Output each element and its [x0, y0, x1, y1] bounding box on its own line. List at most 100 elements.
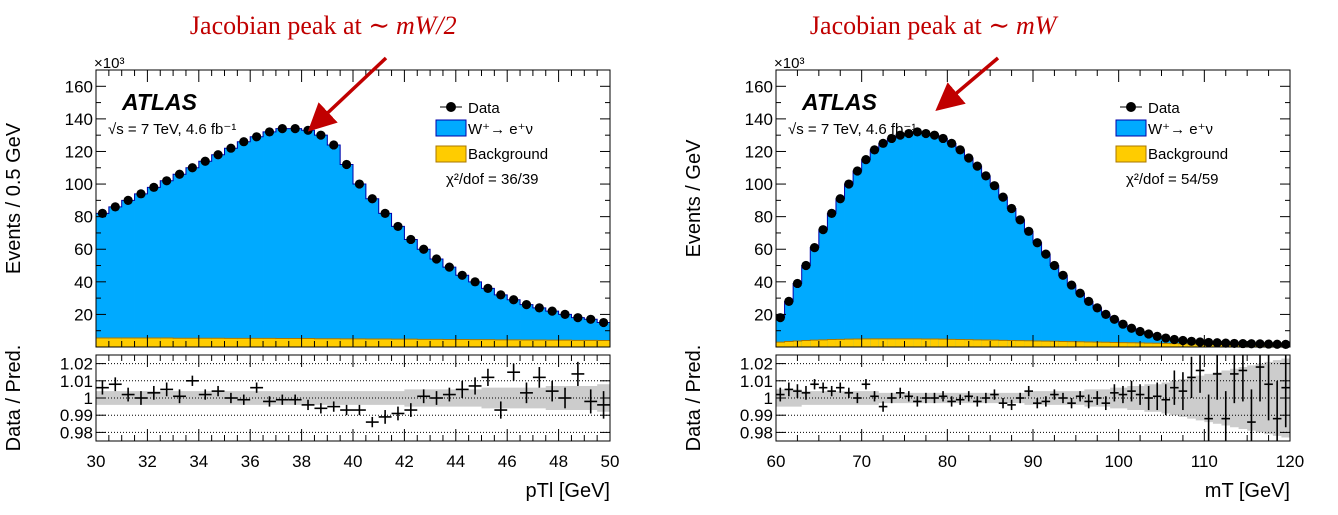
- ratio-point: [198, 389, 212, 400]
- legend-signal-swatch: [1115, 119, 1147, 137]
- y-tick-label: 40: [74, 273, 93, 292]
- ratio-point: [1144, 385, 1153, 411]
- signal-bar: [964, 157, 974, 347]
- x-axis-label: pTl [GeV]: [526, 480, 610, 502]
- data-point: [1178, 335, 1188, 346]
- uncertainty-band: [96, 384, 610, 412]
- data-point: [252, 132, 262, 142]
- signal-bar: [275, 128, 290, 347]
- background-bar: [973, 339, 982, 347]
- ratio-y-axis-label: Data / Pred.: [3, 345, 25, 452]
- signal-bar: [1152, 336, 1162, 347]
- x-tick-label: 40: [344, 452, 363, 471]
- ratio-point: [353, 404, 366, 416]
- ratio-point: [224, 392, 238, 404]
- ratio-point: [818, 382, 828, 393]
- signal-bar: [237, 141, 251, 347]
- data-point: [989, 181, 1000, 191]
- ratio-point: [173, 389, 186, 404]
- background-bar: [442, 339, 457, 347]
- background-bar: [1041, 341, 1051, 347]
- ratio-point: [147, 385, 161, 400]
- data-point: [598, 317, 609, 328]
- data-point: [784, 296, 794, 306]
- x-tick-label: 70: [852, 452, 871, 471]
- ratio-point: [558, 387, 572, 409]
- data-point: [827, 208, 837, 218]
- data-point: [1092, 303, 1102, 313]
- data-point: [1118, 319, 1128, 329]
- signal-bar: [776, 317, 785, 347]
- ratio-point: [584, 389, 598, 414]
- signal-bar: [1084, 301, 1094, 347]
- data-point: [1015, 215, 1025, 225]
- signal-bar: [185, 167, 200, 347]
- background-bar: [1118, 342, 1128, 347]
- ratio-point: [973, 396, 982, 407]
- data-point: [380, 208, 390, 218]
- ratio-point: [870, 391, 879, 402]
- background-bar: [455, 339, 470, 347]
- exponent-label: ×10³: [94, 55, 124, 72]
- signal-bar: [520, 304, 534, 347]
- legend-signal-label: W⁺→ e⁺ν: [1148, 121, 1213, 138]
- data-point: [801, 260, 811, 271]
- signal-bar: [913, 131, 923, 347]
- data-point: [509, 295, 519, 305]
- data-point: [534, 303, 544, 313]
- background-bar: [160, 338, 174, 347]
- ratio-y-tick-label: 1: [764, 389, 773, 408]
- data-point: [547, 306, 557, 316]
- data-point: [998, 192, 1008, 202]
- signal-bar: [314, 135, 328, 347]
- background-bar: [801, 340, 811, 347]
- data-point: [444, 262, 454, 272]
- signal-bar: [895, 135, 905, 347]
- ratio-point: [938, 391, 948, 402]
- signal-bar: [861, 159, 871, 347]
- data-point: [981, 171, 991, 181]
- background-bar: [224, 338, 238, 347]
- data-point: [964, 153, 974, 163]
- x-axis-label: mT [GeV]: [1205, 480, 1290, 502]
- y-tick-label: 60: [754, 240, 773, 259]
- data-point: [560, 309, 570, 320]
- ratio-point: [481, 368, 495, 386]
- background-bar: [121, 338, 135, 347]
- data-point: [290, 124, 300, 134]
- ratio-y-tick-label: 0.98: [60, 423, 93, 442]
- background-bar: [810, 340, 820, 347]
- energy-label: √s = 7 TeV, 4.6 fb⁻¹: [788, 121, 916, 138]
- data-point: [1058, 270, 1068, 280]
- background-bar: [597, 340, 611, 347]
- ratio-y-tick-label: 0.98: [740, 423, 773, 442]
- signal-bar: [938, 138, 948, 347]
- signal-bar: [108, 206, 123, 347]
- ratio-point: [930, 392, 939, 404]
- annotation-arrow: [307, 56, 388, 132]
- ratio-point: [1135, 384, 1145, 405]
- data-point: [1049, 260, 1060, 271]
- legend-background-swatch: [435, 145, 467, 163]
- data-point: [887, 133, 897, 144]
- ratio-point: [1221, 391, 1231, 441]
- ratio-point: [810, 379, 819, 390]
- ratio-point: [1247, 389, 1256, 441]
- ratio-point: [921, 392, 931, 404]
- uncertainty-band: [776, 358, 1290, 438]
- x-tick-label: 80: [938, 452, 957, 471]
- background-bar: [1101, 342, 1111, 347]
- signal-bar: [160, 180, 174, 347]
- background-bar: [507, 339, 521, 347]
- signal-bar: [404, 239, 418, 347]
- signal-bar: [378, 213, 392, 347]
- x-tick-label: 48: [549, 452, 568, 471]
- ratio-point: [507, 363, 521, 381]
- data-point: [938, 133, 948, 144]
- ratio-point: [571, 361, 585, 386]
- data-point: [1135, 326, 1145, 337]
- signal-bar: [468, 281, 482, 347]
- data-point: [354, 179, 365, 189]
- ratio-point: [793, 384, 802, 398]
